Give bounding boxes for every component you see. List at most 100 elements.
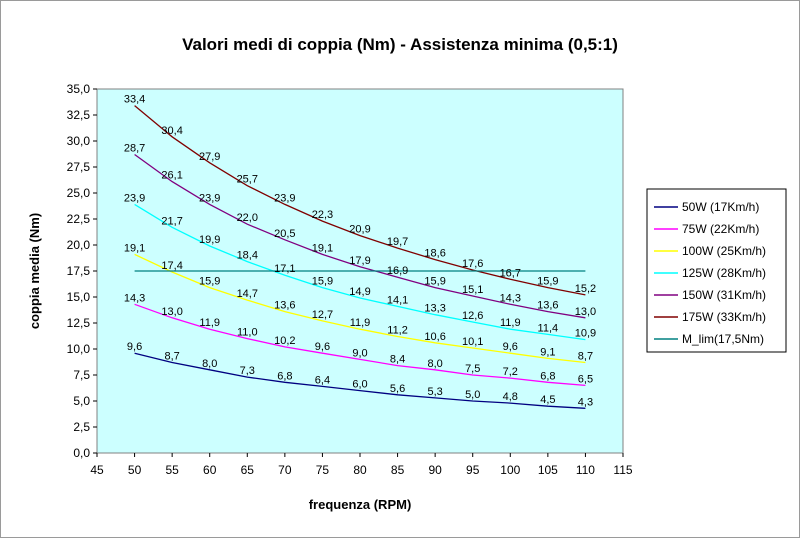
series-line-4 (134, 153, 586, 319)
data-label: 11,9 (199, 317, 220, 329)
data-label: 9,6 (503, 341, 518, 353)
y-tick-label: 10,0 (67, 342, 91, 356)
x-tick-label: 75 (316, 463, 330, 477)
data-label: 21,7 (161, 215, 182, 227)
data-label: 14,7 (237, 288, 258, 300)
legend-box (646, 188, 787, 353)
data-label: 5,3 (427, 386, 442, 398)
y-tick-label: 17,5 (67, 264, 91, 278)
legend: 50W (17Km/h) 75W (22Km/h) 100W (25Km/h) 125… (646, 188, 787, 353)
y-axis-ticks: 0,0 2,5 5,0 7,5 10,0 12,5 15,0 17,5 20,0 22,5 25,0… (67, 82, 97, 460)
data-label: 19,1 (124, 242, 145, 254)
data-label: 6,0 (352, 379, 367, 391)
data-label: 8,4 (390, 354, 405, 366)
legend-items: 50W (17Km/h) 75W (22Km/h) 100W (25Km/h) 125… (654, 200, 766, 346)
data-label: 8,0 (202, 358, 217, 370)
data-label: 9,6 (127, 341, 142, 353)
y-tick-label: 32,5 (67, 108, 91, 122)
data-label: 14,3 (124, 292, 145, 304)
data-label: 33,4 (124, 94, 145, 106)
data-label: 10,9 (575, 328, 596, 340)
x-tick-label: 100 (500, 463, 520, 477)
data-label: 23,9 (199, 192, 220, 204)
data-label: 20,5 (274, 228, 295, 240)
data-label: 18,4 (237, 250, 258, 262)
data-label: 17,6 (462, 258, 483, 270)
data-label: 7,3 (240, 365, 255, 377)
x-tick-label: 85 (391, 463, 405, 477)
data-label: 23,9 (124, 192, 145, 204)
data-label: 9,0 (352, 347, 367, 359)
data-label: 6,8 (277, 370, 292, 382)
legend-entry: 75W (22Km/h) (682, 222, 759, 236)
data-label: 15,9 (537, 276, 558, 288)
data-label: 17,4 (161, 260, 182, 272)
data-label: 11,9 (500, 317, 521, 329)
data-label: 16,7 (500, 267, 521, 279)
legend-entry: M_lim(17,5Nm) (682, 332, 764, 346)
legend-entry: 125W (28Km/h) (682, 266, 766, 280)
data-label: 17,9 (349, 255, 370, 267)
y-tick-label: 15,0 (67, 290, 91, 304)
data-label: 9,6 (315, 341, 330, 353)
series-line-5 (134, 105, 586, 296)
y-tick-label: 30,0 (67, 134, 91, 148)
data-label: 13,3 (424, 303, 445, 315)
y-tick-label: 20,0 (67, 238, 91, 252)
y-tick-label: 25,0 (67, 186, 91, 200)
data-label: 18,6 (424, 248, 445, 260)
data-label: 28,7 (124, 143, 145, 155)
data-label: 4,3 (578, 396, 593, 408)
data-label: 19,1 (312, 242, 333, 254)
chart-title: Valori medi di coppia (Nm) - Assistenza … (182, 35, 618, 54)
data-label: 10,2 (274, 335, 295, 347)
data-label: 10,1 (462, 336, 483, 348)
data-label: 10,6 (424, 331, 445, 343)
data-label: 8,7 (578, 351, 593, 363)
y-tick-label: 7,5 (73, 368, 90, 382)
data-label: 22,3 (312, 209, 333, 221)
x-tick-label: 95 (466, 463, 480, 477)
data-label: 6,5 (578, 373, 593, 385)
y-axis-label: coppia media (Nm) (27, 213, 42, 329)
data-label: 7,2 (503, 366, 518, 378)
x-tick-label: 90 (428, 463, 442, 477)
data-label: 12,7 (312, 309, 333, 321)
y-tick-label: 5,0 (73, 394, 90, 408)
data-label: 13,6 (274, 300, 295, 312)
x-tick-label: 50 (128, 463, 142, 477)
data-label: 13,0 (161, 306, 182, 318)
data-label: 11,2 (387, 325, 408, 337)
legend-entry: 100W (25Km/h) (682, 244, 766, 258)
data-label: 23,9 (274, 192, 295, 204)
data-label: 5,0 (465, 389, 480, 401)
series-line-2 (134, 253, 586, 364)
x-tick-label: 45 (90, 463, 104, 477)
x-tick-label: 80 (353, 463, 367, 477)
data-label: 13,0 (575, 306, 596, 318)
data-label: 7,5 (465, 363, 480, 375)
x-tick-label: 105 (538, 463, 558, 477)
data-label: 5,6 (390, 383, 405, 395)
legend-entry: 150W (31Km/h) (682, 288, 766, 302)
data-label: 6,8 (540, 370, 555, 382)
data-label: 14,9 (349, 286, 370, 298)
series-line-0 (134, 352, 586, 409)
data-label: 20,9 (349, 224, 370, 236)
y-tick-label: 2,5 (73, 420, 90, 434)
x-tick-label: 65 (241, 463, 255, 477)
data-label: 4,8 (503, 391, 518, 403)
data-label: 30,4 (161, 125, 182, 137)
x-axis-label: frequenza (RPM) (309, 497, 412, 512)
data-label: 14,1 (387, 294, 408, 306)
data-label: 15,2 (575, 283, 596, 295)
data-label: 11,4 (538, 322, 559, 334)
data-label: 11,0 (237, 327, 258, 339)
legend-entry: 175W (33Km/h) (682, 310, 766, 324)
x-tick-label: 110 (576, 463, 595, 477)
data-label: 12,6 (462, 310, 483, 322)
y-tick-label: 22,5 (67, 212, 91, 226)
x-axis-ticks: 45 50 55 60 65 70 75 80 85 90 95 100 105 110 115 (90, 453, 633, 477)
